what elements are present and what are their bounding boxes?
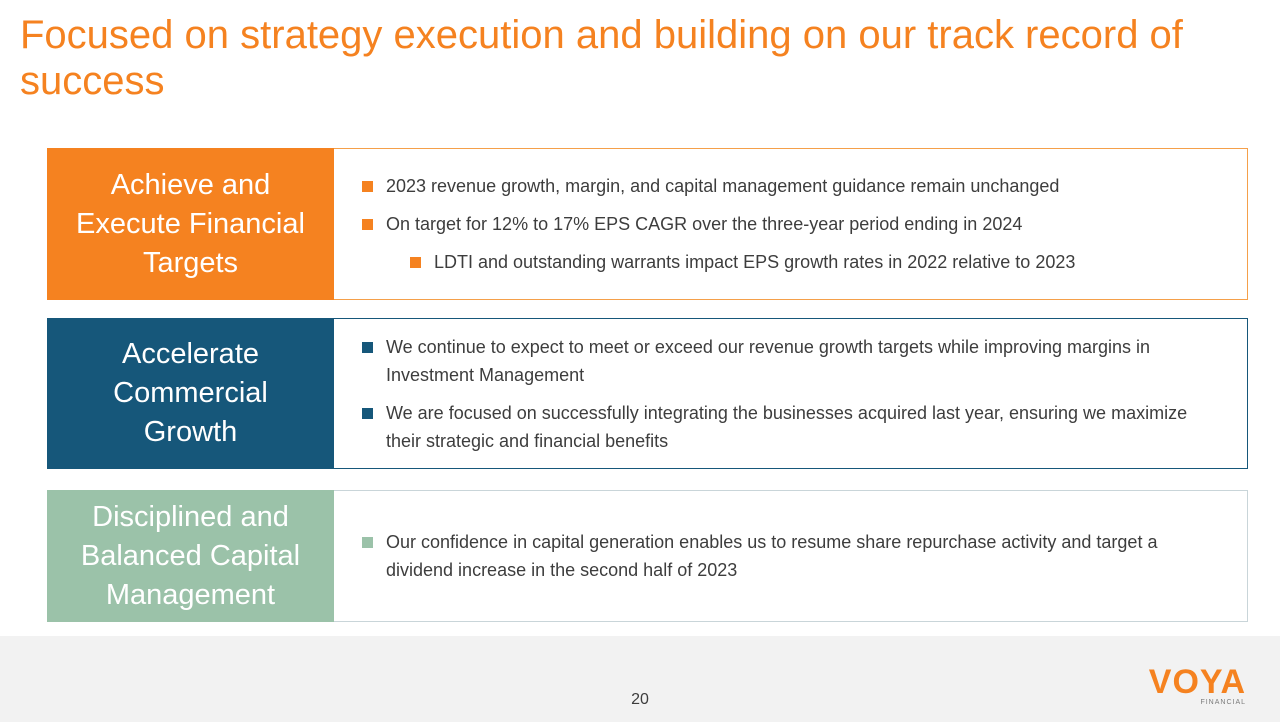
row-label-line: Disciplined and bbox=[92, 500, 289, 533]
bullet-item: We continue to expect to meet or exceed … bbox=[362, 333, 1227, 389]
bullet-item: We are focused on successfully integrati… bbox=[362, 399, 1227, 455]
bullet-item: 2023 revenue growth, margin, and capital… bbox=[362, 172, 1227, 200]
slide-title: Focused on strategy execution and buildi… bbox=[20, 13, 1183, 103]
row-label-line: Execute Financial bbox=[76, 207, 305, 240]
row-label: Achieve and Execute Financial Targets bbox=[47, 148, 334, 300]
row-label-line: Targets bbox=[142, 246, 239, 279]
logo-subtext: FINANCIAL bbox=[1200, 699, 1246, 706]
row-bullets: Our confidence in capital generation ena… bbox=[334, 490, 1248, 622]
row-commercial-growth: Accelerate Commercial Growth We continue… bbox=[47, 318, 1248, 469]
slide-footer: 20 VOYA FINANCIAL bbox=[0, 636, 1280, 722]
row-capital-management: Disciplined and Balanced Capital Managem… bbox=[47, 490, 1248, 622]
logo-wordmark: VOYA bbox=[1148, 663, 1246, 701]
row-label-line: Commercial bbox=[113, 377, 268, 409]
sub-bullet-item: LDTI and outstanding warrants impact EPS… bbox=[410, 248, 1227, 276]
row-label-line: Management bbox=[105, 578, 276, 611]
row-label-line: Achieve and bbox=[110, 168, 271, 201]
row-label: Accelerate Commercial Growth bbox=[47, 318, 334, 469]
bullet-item: On target for 12% to 17% EPS CAGR over t… bbox=[362, 210, 1227, 238]
row-bullets: We continue to expect to meet or exceed … bbox=[334, 318, 1248, 469]
row-bullets: 2023 revenue growth, margin, and capital… bbox=[334, 148, 1248, 300]
row-financial-targets: Achieve and Execute Financial Targets 20… bbox=[47, 148, 1248, 300]
row-label: Disciplined and Balanced Capital Managem… bbox=[47, 490, 334, 622]
row-label-line: Accelerate bbox=[121, 338, 259, 370]
bullet-item: Our confidence in capital generation ena… bbox=[362, 528, 1227, 584]
page-number: 20 bbox=[631, 691, 649, 708]
row-label-line: Balanced Capital bbox=[80, 539, 301, 572]
row-label-line: Growth bbox=[143, 416, 238, 448]
voya-logo: VOYA FINANCIAL bbox=[1148, 663, 1246, 707]
